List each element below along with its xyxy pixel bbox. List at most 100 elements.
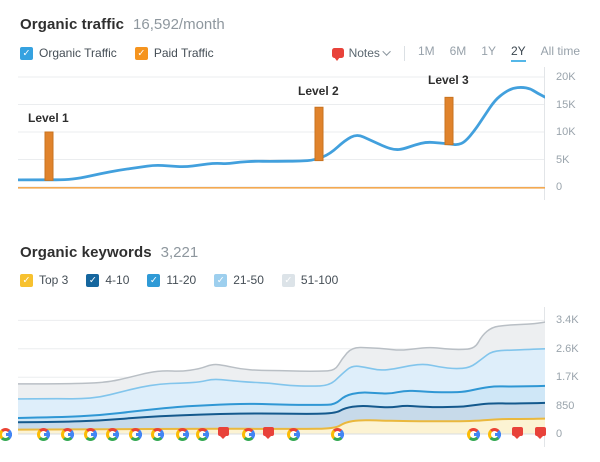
- note-bubble-icon: [534, 427, 546, 439]
- y-axis-tick-label: 1.7K: [556, 371, 579, 384]
- annotation-label-level-1: Level 1: [28, 111, 69, 125]
- checkbox-checked-icon[interactable]: ✓: [134, 46, 148, 60]
- checkbox-checked-icon[interactable]: ✓: [20, 273, 33, 287]
- google-update-icon[interactable]: [150, 428, 164, 441]
- note-bubble-icon: [331, 48, 344, 61]
- checkbox-checked-icon[interactable]: ✓: [281, 273, 295, 287]
- google-update-icon[interactable]: [105, 428, 119, 441]
- note-marker-icon[interactable]: [511, 427, 523, 439]
- legend-toggle-paid-traffic[interactable]: ✓ Paid Traffic: [134, 46, 214, 60]
- google-g-icon: [128, 428, 142, 441]
- traffic-chart-row: Level 1 Level 2 Level 3 0 5K 10K 15K 20K: [18, 61, 600, 200]
- legend-toggle-organic-traffic[interactable]: ✓ Organic Traffic: [20, 46, 117, 60]
- keywords-legend: ✓ Top 3 ✓ 4-10 ✓ 11-20 ✓ 21-50 ✓ 51-100: [20, 273, 338, 287]
- google-g-icon: [36, 428, 50, 441]
- google-update-icon[interactable]: [0, 428, 12, 441]
- note-bubble-icon: [217, 427, 229, 439]
- annotation-label-level-2: Level 2: [298, 84, 339, 98]
- legend-label: 4-10: [105, 273, 130, 287]
- checkbox-checked-icon[interactable]: ✓: [20, 46, 33, 60]
- google-g-icon: [195, 428, 209, 441]
- google-g-icon: [286, 428, 300, 441]
- keywords-chart-canvas: [18, 307, 545, 447]
- note-marker-icon[interactable]: [217, 427, 229, 439]
- google-update-icon[interactable]: [286, 428, 300, 441]
- y-axis-tick-label: 10K: [556, 126, 576, 138]
- range-tab-1y[interactable]: 1Y: [481, 44, 496, 58]
- y-axis-tick-label: 0: [556, 428, 563, 440]
- organic-traffic-section: Organic traffic 16,592/month ✓ Organic Tr…: [18, 16, 600, 200]
- notes-dropdown-button[interactable]: Notes: [331, 46, 391, 61]
- keywords-chart-row: 0 850 1.7K 2.6K 3.4K: [0, 288, 600, 447]
- google-update-icon[interactable]: [83, 428, 97, 441]
- traffic-chart-y-axis: 0 5K 10K 15K 20K: [545, 67, 598, 200]
- legend-toggle-21-50[interactable]: ✓ 21-50: [214, 273, 264, 287]
- organic-research-panel: Organic traffic 16,592/month ✓ Organic Tr…: [0, 16, 600, 447]
- y-axis-tick-label: 5K: [556, 153, 570, 166]
- google-update-icon[interactable]: [195, 428, 209, 441]
- google-update-icon[interactable]: [241, 428, 255, 441]
- legend-toggle-11-20[interactable]: ✓ 11-20: [147, 273, 196, 287]
- organic-keywords-header: Organic keywords 3,221: [20, 244, 600, 261]
- y-axis-tick-label: 15K: [556, 98, 576, 111]
- google-update-icon[interactable]: [487, 428, 501, 441]
- y-axis-tick-label: 2.6K: [556, 342, 579, 355]
- annotation-label-level-3: Level 3: [428, 73, 469, 87]
- google-g-icon: [487, 428, 501, 441]
- y-axis-tick-label: 20K: [556, 71, 576, 83]
- keywords-controls-row: ✓ Top 3 ✓ 4-10 ✓ 11-20 ✓ 21-50 ✓ 51-100: [20, 272, 600, 288]
- google-update-icon[interactable]: [466, 428, 480, 441]
- google-update-icon[interactable]: [60, 428, 74, 441]
- traffic-chart-canvas: [18, 67, 545, 200]
- organic-traffic-header: Organic traffic 16,592/month: [20, 16, 600, 33]
- range-tab-6m[interactable]: 6M: [449, 44, 467, 58]
- google-g-icon: [466, 428, 480, 441]
- keywords-chart-y-axis: 0 850 1.7K 2.6K 3.4K: [545, 307, 598, 447]
- google-g-icon: [241, 428, 255, 441]
- keywords-count-value: 3,221: [160, 244, 199, 261]
- y-axis-tick-label: 0: [556, 181, 563, 193]
- google-g-icon: [0, 428, 12, 441]
- y-axis-tick-label: 850: [556, 399, 575, 412]
- range-tab-2y[interactable]: 2Y: [510, 44, 526, 62]
- google-g-icon: [150, 428, 164, 441]
- legend-label: 21-50: [233, 273, 264, 287]
- organic-keywords-section: Organic keywords 3,221 ✓ Top 3 ✓ 4-10 ✓ 11-20…: [0, 244, 600, 447]
- google-g-icon: [105, 428, 119, 441]
- legend-toggle-51-100[interactable]: ✓ 51-100: [281, 273, 339, 287]
- legend-label: 51-100: [300, 273, 339, 287]
- notes-label: Notes: [348, 46, 380, 60]
- y-axis-tick-label: 3.4K: [556, 314, 579, 327]
- traffic-legend: ✓ Organic Traffic ✓ Paid Traffic: [20, 46, 214, 60]
- checkbox-checked-icon[interactable]: ✓: [86, 273, 100, 287]
- traffic-controls-row: ✓ Organic Traffic ✓ Paid Traffic Notes 1M 6M…: [20, 44, 600, 62]
- note-bubble-icon: [511, 427, 523, 439]
- google-update-icon[interactable]: [330, 428, 344, 441]
- legend-label: 11-20: [166, 273, 197, 287]
- time-range-tabs: 1M 6M 1Y 2Y All time: [418, 44, 580, 62]
- google-update-icon[interactable]: [128, 428, 142, 441]
- chevron-down-icon: [382, 47, 391, 56]
- checkbox-checked-icon[interactable]: ✓: [214, 273, 228, 287]
- google-g-icon: [330, 428, 344, 441]
- checkbox-checked-icon[interactable]: ✓: [147, 273, 161, 287]
- legend-toggle-top-3[interactable]: ✓ Top 3: [20, 273, 68, 287]
- legend-label: Paid Traffic: [153, 46, 214, 60]
- section-title: Organic keywords: [20, 244, 152, 261]
- section-title: Organic traffic: [20, 16, 125, 33]
- legend-label: Organic Traffic: [39, 46, 117, 60]
- google-g-icon: [60, 428, 74, 441]
- divider: [403, 45, 405, 61]
- chart-range-controls: Notes 1M 6M 1Y 2Y All time: [331, 44, 580, 62]
- google-update-icon[interactable]: [175, 428, 189, 441]
- legend-toggle-4-10[interactable]: ✓ 4-10: [86, 273, 129, 287]
- google-update-icon[interactable]: [36, 428, 50, 441]
- note-bubble-icon: [262, 427, 274, 439]
- keywords-chart: [0, 307, 546, 447]
- traffic-chart: Level 1 Level 2 Level 3: [18, 67, 545, 200]
- note-marker-icon[interactable]: [534, 427, 546, 439]
- range-tab-all-time[interactable]: All time: [540, 44, 580, 58]
- google-g-icon: [83, 428, 97, 441]
- note-marker-icon[interactable]: [262, 427, 274, 439]
- range-tab-1m[interactable]: 1M: [417, 44, 435, 58]
